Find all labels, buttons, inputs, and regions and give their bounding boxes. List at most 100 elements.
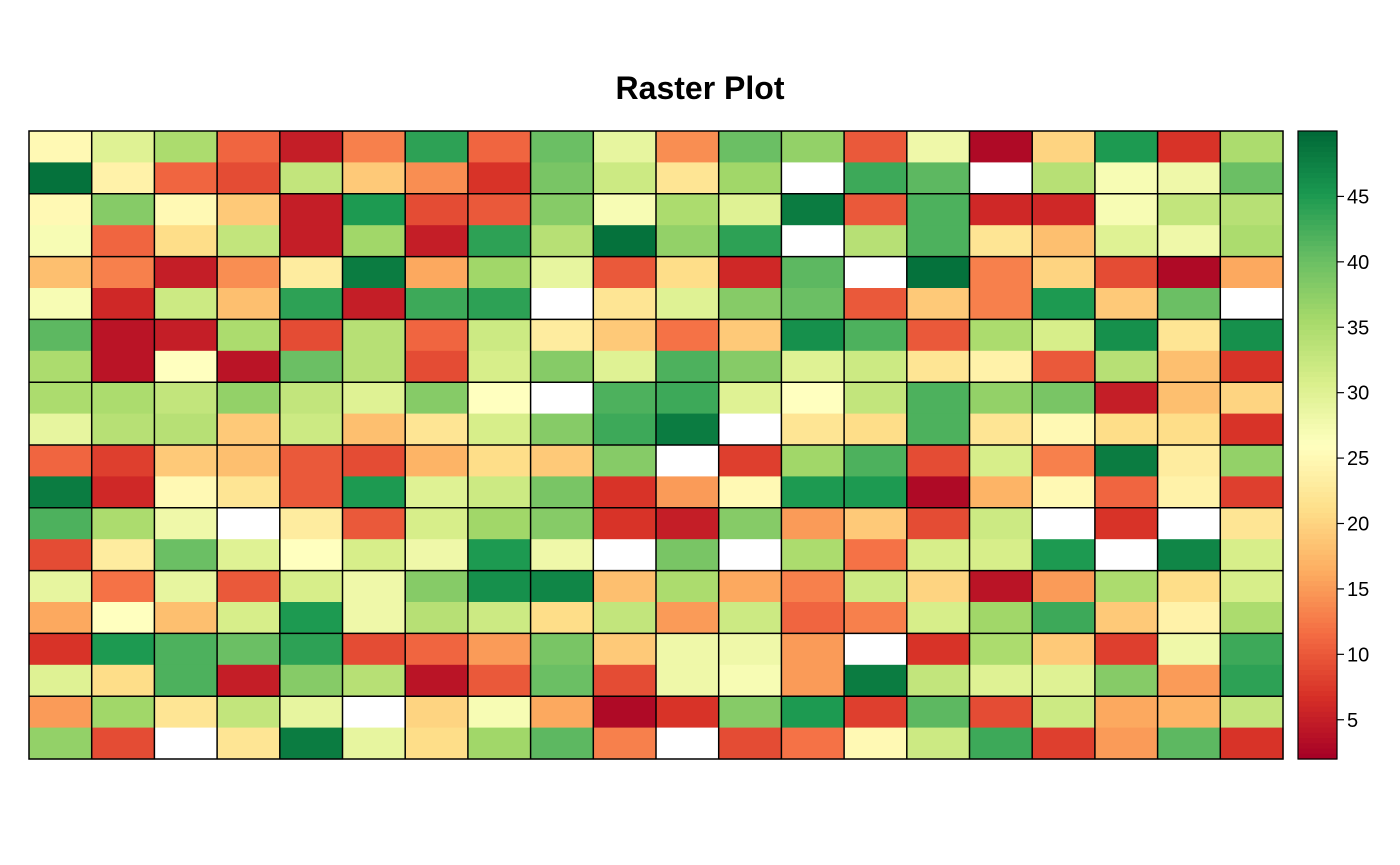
heatmap-cell (405, 382, 469, 415)
heatmap-cell (969, 570, 1033, 603)
heatmap-cell (593, 539, 657, 572)
heatmap-cell (718, 193, 782, 226)
heatmap-cell (1220, 696, 1284, 729)
colorbar-tick-label: 25 (1347, 448, 1369, 470)
heatmap-cell (217, 350, 281, 383)
heatmap-cell (844, 696, 908, 729)
heatmap-cell (217, 570, 281, 603)
heatmap-cell (342, 225, 406, 258)
colorbar-segment (1298, 272, 1337, 279)
heatmap-cell (1220, 507, 1284, 540)
heatmap-cell (91, 288, 155, 320)
heatmap-cell (1220, 633, 1284, 666)
heatmap-cell (279, 539, 344, 572)
colorbar-segment (1298, 439, 1337, 446)
colorbar-segment (1298, 246, 1337, 252)
heatmap-cell (718, 382, 782, 415)
heatmap-cell (29, 602, 93, 634)
heatmap-cell (91, 162, 155, 195)
heatmap-cell (969, 602, 1033, 634)
colorbar-segment (1298, 146, 1337, 153)
heatmap-cell (279, 602, 344, 634)
heatmap-cell (593, 225, 657, 258)
heatmap-cell (1220, 225, 1284, 258)
colorbar-segment (1298, 199, 1337, 205)
heatmap-cell (1157, 162, 1221, 195)
heatmap-cell (279, 382, 344, 415)
heatmap-cell (844, 727, 908, 760)
heatmap-cell (467, 256, 532, 289)
heatmap-cell (467, 727, 532, 760)
heatmap-cell (279, 570, 344, 603)
heatmap-cell (844, 193, 908, 226)
heatmap-cell (29, 288, 93, 320)
colorbar-segment (1298, 513, 1337, 519)
heatmap-cell (1032, 570, 1096, 603)
heatmap-cell (405, 225, 469, 258)
heatmap-cell (906, 162, 971, 195)
heatmap-cell (467, 193, 532, 226)
heatmap-cell (906, 570, 971, 603)
colorbar-segment (1298, 596, 1337, 603)
heatmap-cell (29, 225, 93, 258)
colorbar-segment (1298, 251, 1337, 258)
heatmap-cell (1220, 131, 1284, 163)
heatmap-cell (91, 507, 155, 540)
heatmap-cell (405, 193, 469, 226)
heatmap-cell (718, 350, 782, 383)
heatmap-cell (1157, 664, 1221, 697)
colorbar-segment (1298, 560, 1337, 566)
heatmap-cell (467, 696, 532, 729)
colorbar-segment (1298, 649, 1337, 655)
colorbar-segment (1298, 685, 1337, 692)
heatmap-cell (1032, 382, 1096, 415)
heatmap-cell (844, 131, 908, 163)
heatmap-cell (217, 602, 281, 634)
heatmap-cell (593, 131, 657, 163)
heatmap-cell (781, 664, 845, 697)
colorbar-segment (1298, 418, 1337, 425)
heatmap-cell (29, 131, 93, 163)
colorbar-segment (1298, 303, 1337, 310)
colorbar-segment (1298, 450, 1337, 457)
heatmap-cell (154, 476, 218, 509)
heatmap-cell (1220, 445, 1284, 477)
heatmap-cell (1157, 288, 1221, 320)
heatmap-cell (405, 131, 469, 163)
heatmap-cell (718, 664, 782, 697)
heatmap-cell (91, 476, 155, 509)
heatmap-cell (593, 382, 657, 415)
colorbar-segment (1298, 282, 1337, 289)
heatmap-cell (1094, 476, 1159, 509)
colorbar-segment (1298, 507, 1337, 514)
heatmap-cell (1032, 131, 1096, 163)
heatmap-cell (718, 319, 782, 352)
heatmap-cell (154, 633, 218, 666)
heatmap-cell (405, 162, 469, 195)
heatmap-cell (1157, 225, 1221, 258)
colorbar-segment (1298, 340, 1337, 347)
heatmap-cell (530, 445, 594, 477)
heatmap-cell (969, 256, 1033, 289)
heatmap-cell (1220, 350, 1284, 383)
heatmap-cell (1157, 539, 1221, 572)
heatmap-cell (405, 445, 469, 477)
heatmap-cell (530, 539, 594, 572)
heatmap-cell (844, 382, 908, 415)
heatmap-cell (906, 445, 971, 477)
heatmap-cell (656, 225, 720, 258)
colorbar-segment (1298, 324, 1337, 331)
heatmap-cell (91, 413, 155, 446)
colorbar-segment (1298, 298, 1337, 305)
heatmap-cell (1032, 602, 1096, 634)
heatmap-cell (593, 445, 657, 477)
heatmap-cell (906, 256, 971, 289)
colorbar-segment (1298, 465, 1337, 472)
heatmap-cell (1094, 131, 1159, 163)
heatmap-cell (279, 288, 344, 320)
heatmap-cell (1157, 382, 1221, 415)
heatmap-cell (342, 507, 406, 540)
heatmap-cell (593, 727, 657, 760)
heatmap-cell (1157, 476, 1221, 509)
